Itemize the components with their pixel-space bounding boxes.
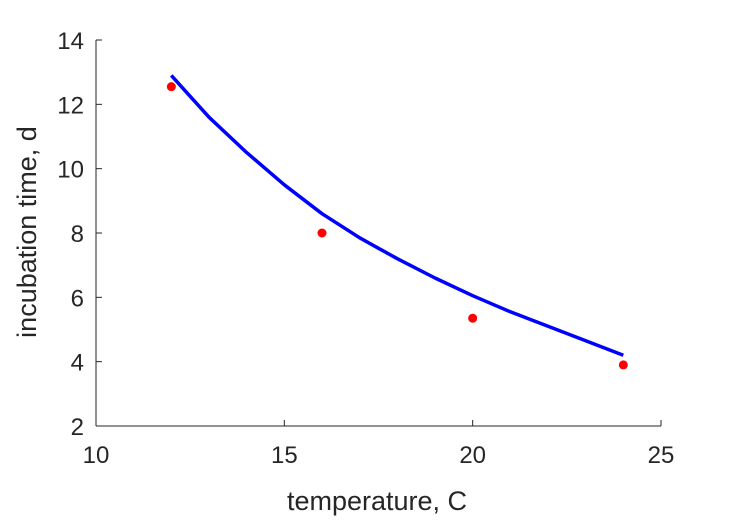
- y-tick-label: 12: [57, 92, 84, 119]
- x-tick-label: 10: [83, 442, 110, 469]
- data-point: [166, 82, 176, 92]
- x-tick-label: 25: [648, 442, 675, 469]
- y-tick-label: 14: [57, 28, 84, 55]
- x-tick-label: 15: [271, 442, 298, 469]
- y-tick-label: 4: [71, 350, 84, 377]
- y-tick-label: 2: [71, 414, 84, 441]
- x-axis-label: temperature, C: [287, 486, 467, 516]
- data-point: [618, 360, 628, 370]
- x-tick-label: 20: [459, 442, 486, 469]
- data-point: [468, 313, 478, 323]
- y-axis-label: incubation time, d: [12, 126, 42, 338]
- fit-curve-line: [170, 74, 624, 357]
- plot-area: [166, 74, 628, 370]
- y-tick-label: 6: [71, 285, 84, 312]
- y-tick-label: 10: [57, 157, 84, 184]
- axes: 10 15 20 25 2 4 6 8 10 12 14: [57, 28, 674, 469]
- y-tick-label: 8: [71, 221, 84, 248]
- data-point: [317, 228, 327, 238]
